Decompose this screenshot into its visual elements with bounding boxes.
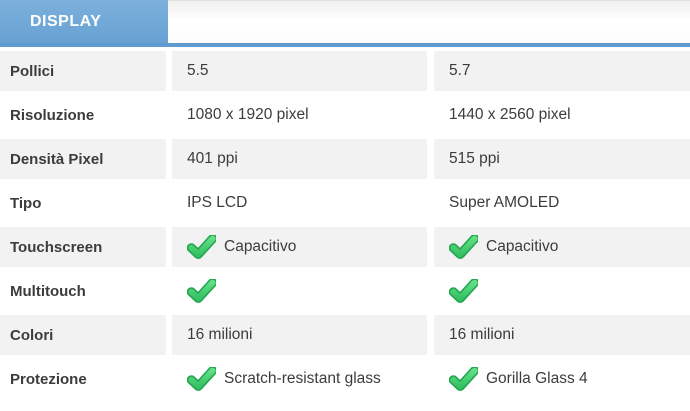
table-row: Densità Pixel 401 ppi bbox=[0, 137, 690, 181]
section-title: DISPLAY bbox=[30, 13, 102, 30]
right-value-cell: 5.7 bbox=[434, 51, 690, 91]
tab-display[interactable]: DISPLAY bbox=[0, 0, 168, 47]
column-gutter bbox=[427, 313, 434, 357]
right-value-text: Super AMOLED bbox=[449, 194, 560, 211]
column-gutter bbox=[427, 49, 434, 93]
right-value-cell: Super AMOLED bbox=[434, 183, 690, 223]
right-value-text: Capacitivo bbox=[486, 238, 559, 255]
left-value-cell bbox=[172, 271, 427, 311]
header-underline bbox=[0, 43, 690, 47]
spec-table: Pollici 5.5 bbox=[0, 49, 690, 401]
left-value-cell: 5.5 bbox=[172, 51, 427, 91]
right-value-text: 1440 x 2560 pixel bbox=[449, 106, 571, 123]
left-value-text: 16 milioni bbox=[187, 326, 253, 343]
check-icon bbox=[449, 279, 478, 303]
table-row: Tipo IPS LCD bbox=[0, 181, 690, 225]
check-icon bbox=[187, 367, 216, 391]
right-value-cell: 515 ppi bbox=[434, 139, 690, 179]
left-value-cell: Scratch-resistant glass bbox=[172, 359, 427, 399]
column-gutter bbox=[166, 313, 172, 357]
row-label: Colori bbox=[0, 315, 166, 355]
column-gutter bbox=[166, 269, 172, 313]
left-value-cell: 401 ppi bbox=[172, 139, 427, 179]
row-label: Protezione bbox=[10, 370, 87, 388]
right-value-cell bbox=[434, 271, 690, 311]
check-icon bbox=[449, 235, 478, 259]
table-row: Pollici 5.5 bbox=[0, 49, 690, 93]
left-value-text: 1080 x 1920 pixel bbox=[187, 106, 309, 123]
left-value-text: 5.5 bbox=[187, 62, 209, 79]
row-label: Pollici bbox=[0, 51, 166, 91]
column-gutter bbox=[166, 357, 172, 401]
table-row: Colori 16 milioni bbox=[0, 313, 690, 357]
table-row: Protezione Scratch-resistant glass bbox=[0, 357, 690, 401]
right-value-text: 16 milioni bbox=[449, 326, 515, 343]
right-value-text: 5.7 bbox=[449, 62, 471, 79]
column-gutter bbox=[166, 93, 172, 137]
section-header: DISPLAY bbox=[0, 0, 690, 47]
left-value-cell: 16 milioni bbox=[172, 315, 427, 355]
row-label: Densità Pixel bbox=[0, 139, 166, 179]
left-value-cell: Capacitivo bbox=[172, 227, 427, 267]
check-icon bbox=[187, 279, 216, 303]
left-value-text: Scratch-resistant glass bbox=[224, 370, 381, 387]
column-gutter bbox=[427, 181, 434, 225]
column-gutter bbox=[427, 225, 434, 269]
right-value-cell: Gorilla Glass 4 bbox=[434, 359, 690, 399]
column-gutter bbox=[166, 49, 172, 93]
row-label: Risoluzione bbox=[10, 106, 95, 124]
column-gutter bbox=[427, 93, 434, 137]
column-gutter bbox=[166, 181, 172, 225]
left-value-text: Capacitivo bbox=[224, 238, 297, 255]
row-label: Touchscreen bbox=[0, 227, 166, 267]
check-icon bbox=[187, 235, 216, 259]
left-value-text: IPS LCD bbox=[187, 194, 248, 211]
left-value-cell: 1080 x 1920 pixel bbox=[172, 95, 427, 135]
left-value-cell: IPS LCD bbox=[172, 183, 427, 223]
column-gutter bbox=[427, 269, 434, 313]
table-row: Multitouch bbox=[0, 269, 690, 313]
header-background bbox=[168, 0, 690, 43]
right-value-cell: 16 milioni bbox=[434, 315, 690, 355]
column-gutter bbox=[427, 357, 434, 401]
check-icon bbox=[449, 367, 478, 391]
right-value-text: 515 ppi bbox=[449, 150, 500, 167]
column-gutter bbox=[166, 225, 172, 269]
table-row: Touchscreen Capacitivo bbox=[0, 225, 690, 269]
right-value-text: Gorilla Glass 4 bbox=[486, 370, 588, 387]
right-value-cell: Capacitivo bbox=[434, 227, 690, 267]
row-label: Multitouch bbox=[10, 282, 86, 300]
left-value-text: 401 ppi bbox=[187, 150, 238, 167]
column-gutter bbox=[166, 137, 172, 181]
table-row: Risoluzione 1080 x 1920 pixel bbox=[0, 93, 690, 137]
row-label: Tipo bbox=[10, 194, 42, 212]
right-value-cell: 1440 x 2560 pixel bbox=[434, 95, 690, 135]
column-gutter bbox=[427, 137, 434, 181]
